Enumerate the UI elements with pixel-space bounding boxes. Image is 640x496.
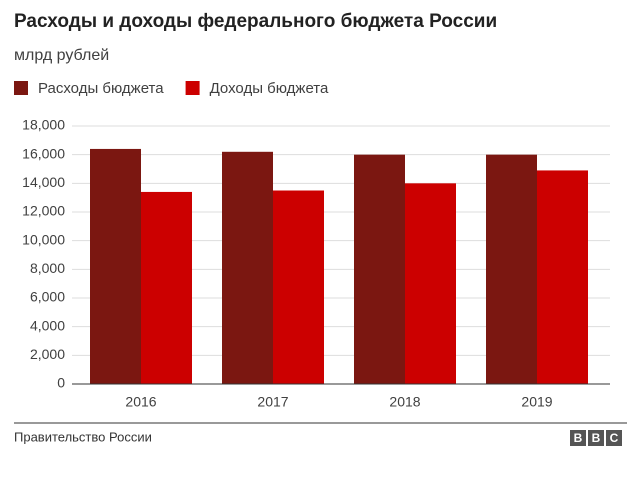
- x-tick-label: 2019: [521, 394, 552, 410]
- bar: [486, 154, 537, 384]
- y-tick-label: 12,000: [22, 203, 65, 219]
- bar: [222, 151, 273, 384]
- y-tick-label: 8,000: [30, 260, 65, 276]
- x-tick-label: 2018: [389, 394, 420, 410]
- source: Правительство России: [14, 429, 152, 444]
- y-tick-label: 10,000: [22, 231, 65, 247]
- y-tick-label: 6,000: [30, 289, 65, 305]
- logo-letter: C: [610, 431, 619, 445]
- bar: [354, 154, 405, 384]
- bar: [405, 183, 456, 384]
- legend-swatch: [185, 81, 200, 95]
- bar: [90, 148, 141, 384]
- y-tick-label: 2,000: [30, 346, 65, 362]
- y-tick-label: 18,000: [22, 117, 65, 133]
- x-tick-label: 2016: [125, 394, 156, 410]
- y-tick-label: 0: [57, 375, 65, 391]
- legend-swatch: [14, 81, 28, 95]
- y-tick-label: 14,000: [22, 174, 65, 190]
- bar: [141, 191, 192, 384]
- y-tick-label: 16,000: [22, 145, 65, 161]
- y-tick-label: 4,000: [30, 317, 65, 333]
- logo-letter: B: [574, 431, 583, 445]
- logo-box: [606, 430, 622, 446]
- x-tick-label: 2017: [257, 394, 288, 410]
- legend-label: Расходы бюджета: [38, 80, 164, 97]
- chart-subtitle: млрд рублей: [14, 47, 109, 64]
- bar: [273, 190, 324, 384]
- legend-label: Доходы бюджета: [210, 80, 329, 97]
- logo-box: [570, 430, 586, 446]
- logo-letter: B: [592, 431, 601, 445]
- logo-box: [588, 430, 604, 446]
- chart-title: Расходы и доходы федерального бюджета Ро…: [14, 11, 497, 32]
- bar: [537, 170, 588, 384]
